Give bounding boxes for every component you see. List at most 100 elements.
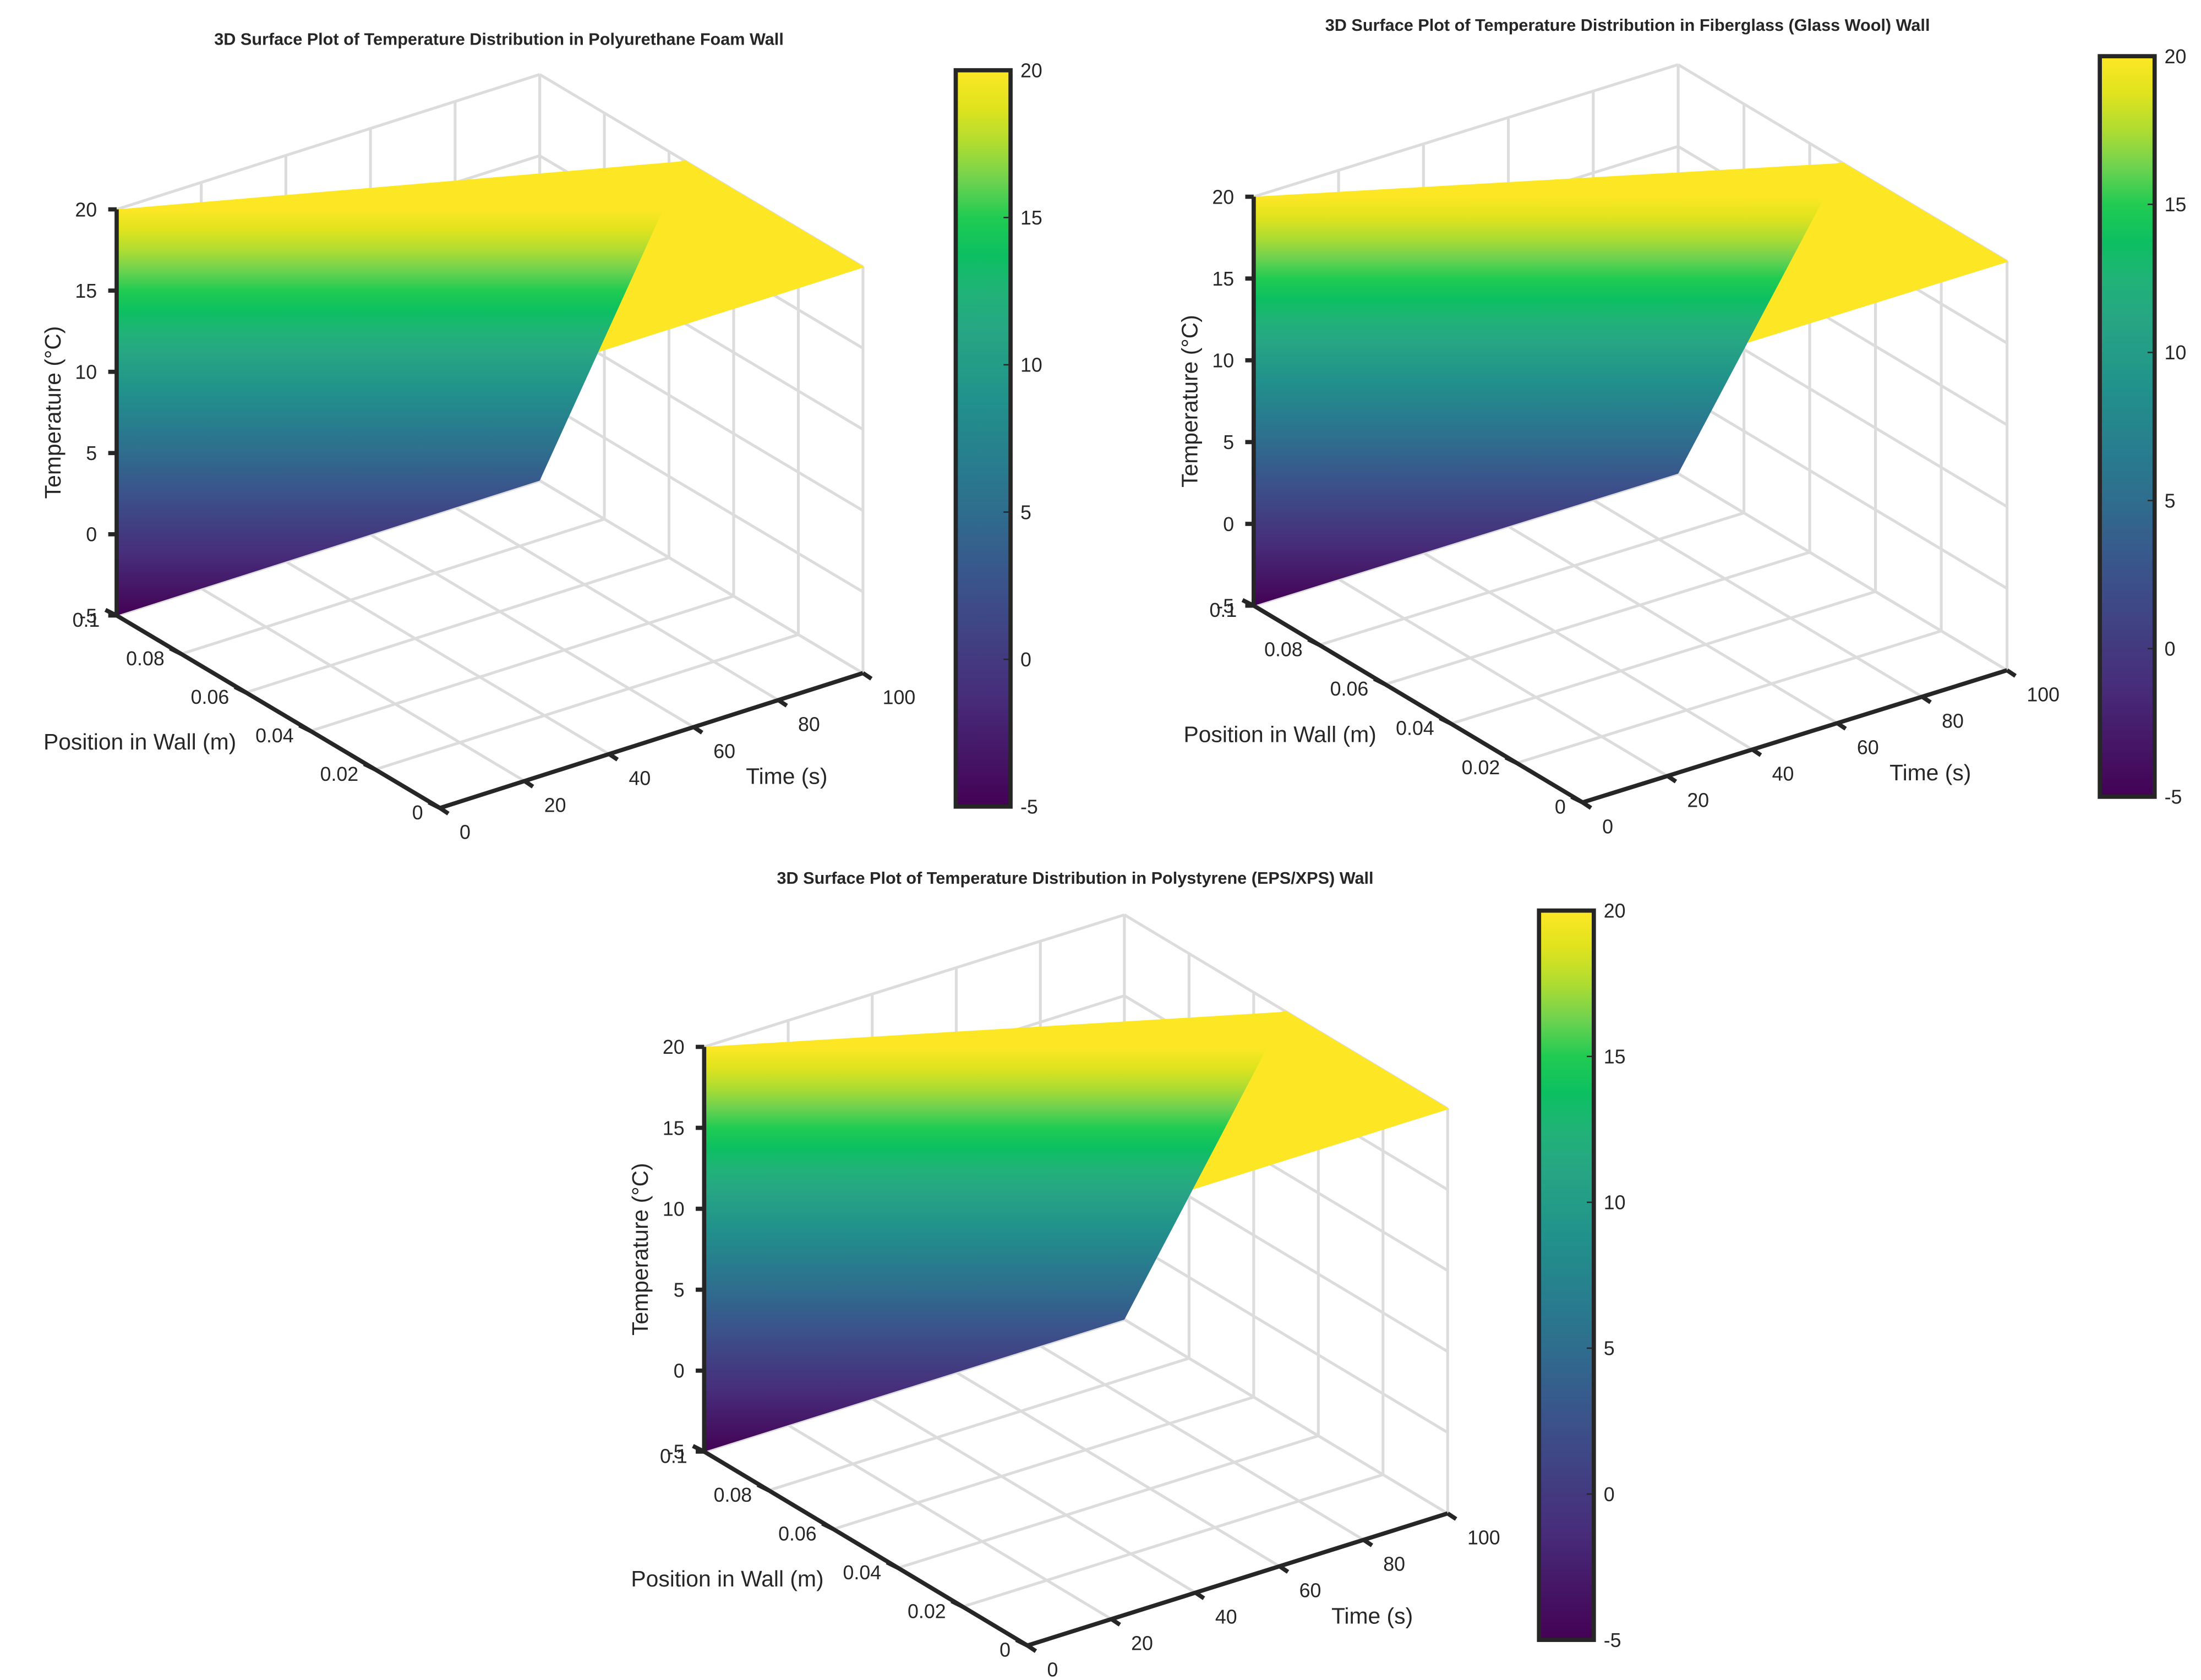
grid-line: [369, 533, 695, 729]
y-tick-label: 0.06: [778, 1523, 817, 1545]
z-tick-label: 5: [674, 1279, 685, 1301]
x-axis-line: [1026, 1511, 1449, 1648]
colorbar-tick-label: 5: [2165, 490, 2176, 512]
x-tick-label: 40: [1215, 1606, 1237, 1628]
y-tick: [233, 685, 247, 694]
x-tick: [1446, 1512, 1457, 1521]
x-tick: [692, 725, 703, 735]
y-tick-label: 0.04: [255, 725, 294, 747]
grid-line: [1123, 1318, 1449, 1515]
temperature-surface: [116, 160, 865, 616]
z-tick-label: 20: [75, 199, 97, 221]
y-tick-label: 0.08: [714, 1484, 752, 1506]
z-tick-label: -5: [667, 1441, 685, 1463]
colorbar: -5 0 5 10 15 20: [2098, 46, 2187, 808]
x-axis-line: [1582, 668, 2008, 805]
x-tick-label: 60: [713, 740, 735, 762]
temperature-surface: [1253, 162, 2009, 606]
x-axis-label: Time (s): [1889, 760, 1971, 785]
colorbar-tick-label: 15: [2165, 194, 2187, 216]
colorbar-tick-label: 5: [1020, 501, 1031, 523]
colorbar-fill: [955, 70, 1011, 807]
grid-line: [1677, 472, 2008, 672]
y-axis-line: [703, 1449, 1029, 1648]
colorbar-tick-label: 0: [1604, 1484, 1615, 1506]
x-tick-label: 0: [1602, 816, 1613, 838]
x-tick: [608, 752, 619, 762]
plot-title: 3D Surface Plot of Temperature Distribut…: [214, 30, 784, 49]
grid-line: [539, 479, 864, 675]
grid-line: [375, 633, 799, 771]
colorbar-frame: [2098, 54, 2157, 799]
plot-title: 3D Surface Plot of Temperature Distribut…: [1325, 16, 1930, 35]
colorbar-tick-label: -5: [2165, 786, 2182, 808]
plot-title: 3D Surface Plot of Temperature Distribut…: [777, 869, 1374, 888]
y-tick: [1439, 716, 1452, 726]
x-tick-label: 20: [1687, 789, 1709, 811]
y-tick-label: 0: [1000, 1639, 1011, 1661]
y-tick: [1570, 795, 1584, 805]
surface-boundary-face: [116, 161, 685, 616]
grid-line: [539, 398, 864, 593]
x-tick-label: 0: [1047, 1659, 1058, 1680]
x-tick: [1026, 1644, 1037, 1653]
z-axis-label: Temperature (°C): [1177, 315, 1203, 488]
x-tick: [1581, 800, 1592, 810]
grid-line: [1516, 630, 1942, 765]
x-tick-label: 60: [1857, 736, 1879, 758]
surface-plot-panel-1: 02040608010000.020.040.060.080.1-5051015…: [40, 30, 1042, 844]
y-tick: [298, 723, 312, 733]
colorbar-fill: [2100, 56, 2155, 797]
colorbar-tick-label: 10: [1020, 354, 1042, 376]
surface-plot-panel-3: 02040608010000.020.040.060.080.1-5051015…: [627, 869, 1625, 1680]
grid-line: [1337, 578, 1668, 778]
x-tick: [1921, 694, 1932, 704]
grid-line: [833, 1396, 1254, 1531]
x-tick-label: 20: [1131, 1632, 1153, 1654]
x-tick-label: 100: [2027, 683, 2060, 705]
z-tick-label: 20: [663, 1036, 685, 1058]
z-tick-label: -5: [1216, 595, 1234, 617]
x-tick: [777, 698, 788, 708]
grid-line: [703, 913, 1125, 1048]
z-axis-label: Temperature (°C): [40, 326, 65, 499]
z-tick-label: 0: [674, 1360, 685, 1382]
colorbar-tick-label: 0: [1020, 649, 1031, 671]
colorbar-tick-label: 0: [2165, 638, 2176, 660]
z-tick-label: 10: [1212, 350, 1234, 372]
z-tick-label: 0: [1223, 513, 1234, 535]
colorbar: -5 0 5 10 15 20: [953, 59, 1042, 818]
grid-line: [1592, 499, 1923, 698]
x-tick-label: 80: [798, 713, 820, 735]
y-tick-label: 0.1: [1210, 599, 1237, 621]
z-tick-label: 15: [1212, 268, 1234, 290]
colorbar-frame: [1537, 908, 1596, 1642]
x-axis-label: Time (s): [1331, 1603, 1413, 1628]
x-axis-label: Time (s): [746, 764, 827, 789]
z-axis-label: Temperature (°C): [627, 1163, 653, 1336]
y-axis-label: Position in Wall (m): [1183, 721, 1376, 747]
surface-plot-panel-2: 02040608010000.020.040.060.080.1-5051015…: [1177, 16, 2187, 838]
x-tick: [1278, 1564, 1290, 1574]
y-tick: [363, 762, 376, 771]
x-tick-label: 80: [1383, 1553, 1405, 1575]
axes: [1241, 194, 2017, 810]
y-tick-label: 0.06: [191, 686, 230, 708]
y-axis-label: Position in Wall (m): [631, 1566, 823, 1591]
y-axis-label: Position in Wall (m): [43, 729, 236, 754]
grid-line: [200, 587, 526, 782]
colorbar-tick-label: 20: [2165, 46, 2187, 68]
y-tick: [1307, 637, 1321, 647]
y-tick-label: 0.02: [908, 1600, 946, 1622]
colorbar-tick-label: -5: [1604, 1629, 1621, 1651]
grid-line: [181, 517, 605, 655]
y-tick-label: 0.08: [1264, 639, 1303, 661]
grid-line: [768, 1356, 1190, 1492]
colorbar-tick-label: 10: [2165, 342, 2187, 364]
colorbar: -5 0 5 10 15 20: [1537, 900, 1625, 1651]
x-axis-line: [439, 671, 864, 810]
x-tick: [1836, 721, 1847, 731]
grid-line: [454, 506, 779, 702]
grid-line: [955, 1371, 1281, 1568]
